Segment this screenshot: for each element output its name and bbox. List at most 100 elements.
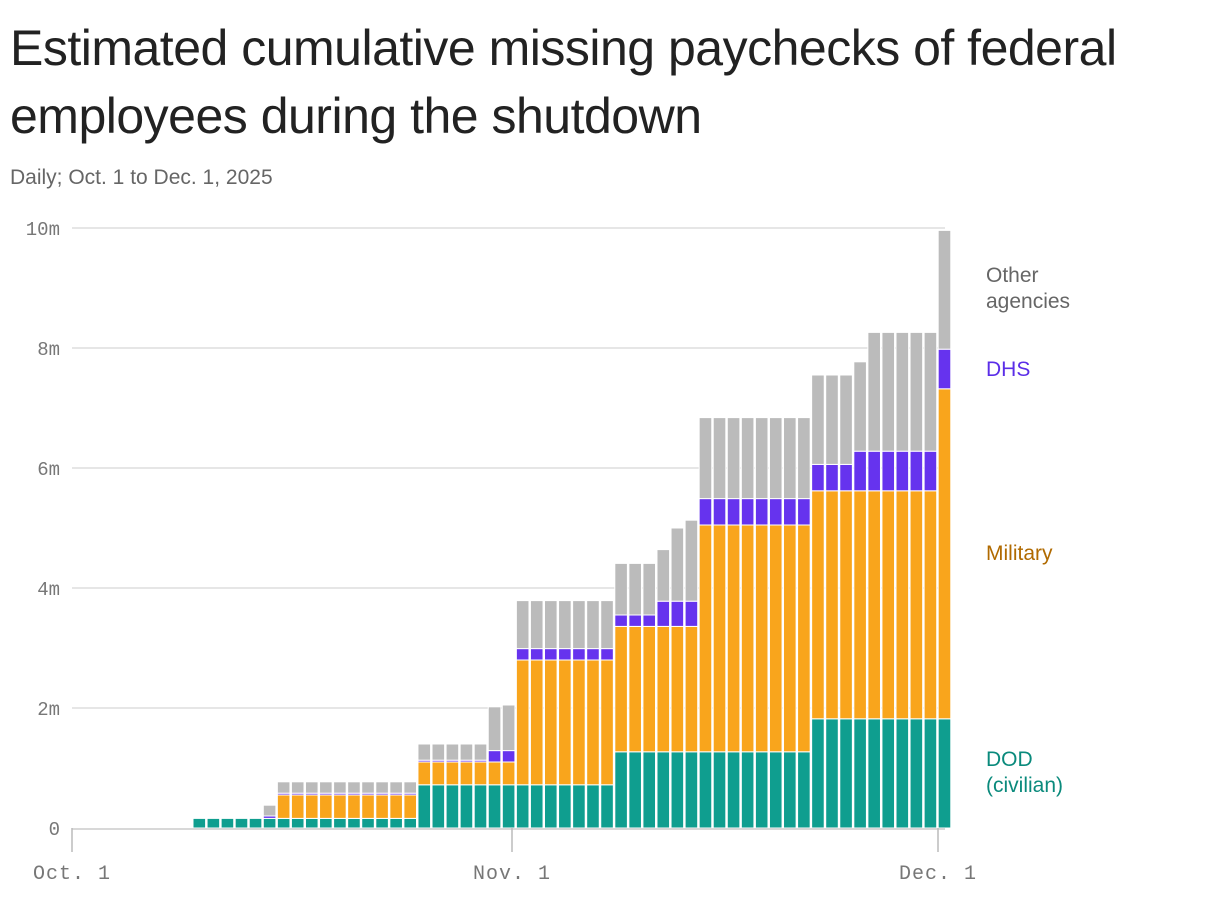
bar-segment-dhs — [867, 450, 881, 492]
bar-segment-military — [276, 794, 291, 819]
bar-segment-military — [853, 490, 867, 720]
label-dod-line1: DOD — [986, 748, 1033, 771]
bar-segment-military — [558, 659, 572, 786]
bar-segment-military — [740, 524, 755, 753]
bar-segment-dhs — [853, 450, 867, 492]
bar-segment-dod-civilian — [417, 784, 432, 829]
label-other-agencies-line2: agencies — [986, 290, 1070, 313]
bar-segment-dhs — [797, 498, 811, 526]
bar-segment-dhs — [515, 648, 530, 661]
bar-segment-other-agencies — [501, 704, 516, 752]
bar-segment-other-agencies — [656, 549, 671, 602]
bar-segment-other-agencies — [628, 562, 642, 616]
bar-segment-dod-civilian — [276, 817, 291, 829]
bar-segment-other-agencies — [670, 527, 685, 602]
bar-segment-other-agencies — [333, 781, 347, 794]
bar-segment-other-agencies — [417, 743, 432, 761]
bar-segment-military — [361, 794, 375, 819]
bar-segment-dhs — [712, 498, 727, 526]
y-tick-label: 0 — [49, 819, 60, 841]
bar-segment-dhs — [698, 498, 713, 526]
bar-segment-dod-civilian — [937, 718, 952, 829]
bar-segment-dhs — [768, 498, 783, 526]
bar-segment-dod-civilian — [698, 751, 713, 829]
bar-segment-dod-civilian — [290, 817, 305, 829]
bar-segment-dhs — [811, 463, 825, 492]
bar-segment-other-agencies — [586, 600, 600, 650]
bar-segment-other-agencies — [473, 743, 488, 761]
bar-segment-other-agencies — [529, 600, 544, 650]
bar-segment-other-agencies — [361, 781, 375, 794]
bar-segment-military — [656, 625, 671, 753]
bar-segment-other-agencies — [276, 781, 291, 794]
bar-segment-dod-civilian — [923, 718, 938, 829]
bar-segment-dod-civilian — [375, 817, 389, 829]
bar-segment-dod-civilian — [600, 784, 614, 829]
bar-segment-military — [515, 659, 530, 786]
bar-segment-military — [712, 524, 727, 753]
y-axis-ticks: 0 2m 4m 6m 8m 10m — [26, 219, 60, 841]
bar-segment-military — [347, 794, 361, 819]
bar-segment-dod-civilian — [234, 817, 249, 829]
bar-segment-dod-civilian — [445, 784, 460, 829]
bar-segment-dhs — [754, 498, 769, 526]
bar-segment-dhs — [909, 450, 924, 492]
bar-segment-dhs — [572, 648, 586, 661]
series-labels: Other agencies DHS Military DOD (civilia… — [986, 264, 1070, 797]
bar-segment-military — [797, 524, 811, 753]
bar-segment-other-agencies — [600, 600, 614, 650]
chart-subtitle: Daily; Oct. 1 to Dec. 1, 2025 — [10, 166, 273, 189]
bar-segment-military — [445, 761, 460, 786]
bar-segment-other-agencies — [726, 417, 741, 500]
x-tick-label: Dec. 1 — [899, 863, 977, 886]
bar-segment-dhs — [783, 498, 797, 526]
x-tick-label: Nov. 1 — [473, 863, 551, 886]
bar-segment-other-agencies — [895, 331, 910, 452]
bar-segment-military — [909, 490, 924, 720]
bar-segment-dhs — [684, 600, 699, 627]
bar-segment-dhs — [529, 648, 544, 661]
bar-segment-military — [333, 794, 347, 819]
bar-segment-dod-civilian — [487, 784, 502, 829]
chart-title: Estimated cumulative missing paychecks o… — [10, 20, 1117, 144]
bar-segment-dod-civilian — [192, 817, 207, 829]
bar-segment-dhs — [600, 648, 614, 661]
bar-segment-dhs — [544, 648, 558, 661]
bar-segment-dhs — [628, 614, 642, 627]
bar-segment-other-agencies — [487, 706, 502, 752]
bar-segment-other-agencies — [558, 600, 572, 650]
bar-segment-other-agencies — [797, 417, 811, 500]
bar-segment-dod-civilian — [740, 751, 755, 829]
bar-segment-dod-civilian — [797, 751, 811, 829]
bar-segment-dod-civilian — [867, 718, 881, 829]
bar-segment-other-agencies — [445, 743, 460, 761]
bar-segment-military — [628, 625, 642, 753]
bar-segment-other-agencies — [642, 562, 657, 616]
bar-segment-military — [867, 490, 881, 720]
bar-segment-dod-civilian — [431, 784, 446, 829]
bar-segment-military — [304, 794, 319, 819]
bar-segment-dod-civilian — [389, 817, 403, 829]
bar-segment-military — [783, 524, 797, 753]
bar-segment-other-agencies — [783, 417, 797, 500]
bar-segment-other-agencies — [262, 804, 277, 817]
y-tick-label: 2m — [37, 699, 60, 721]
bar-segment-other-agencies — [881, 331, 896, 452]
bar-segment-dod-civilian — [783, 751, 797, 829]
bar-segment-other-agencies — [290, 781, 305, 794]
label-dhs: DHS — [986, 358, 1030, 381]
bar-segment-other-agencies — [403, 781, 417, 794]
bar-segment-other-agencies — [853, 361, 867, 452]
bar-segment-other-agencies — [459, 743, 474, 761]
bar-segment-other-agencies — [389, 781, 403, 794]
bar-segment-other-agencies — [684, 519, 699, 602]
bar-segment-dod-civilian — [558, 784, 572, 829]
bar-segment-military — [825, 490, 839, 720]
bar-segment-dod-civilian — [614, 751, 628, 829]
bar-segment-military — [375, 794, 389, 819]
bar-segment-other-agencies — [698, 417, 713, 500]
bar-segment-dod-civilian — [628, 751, 642, 829]
bar-segment-dod-civilian — [347, 817, 361, 829]
bar-segment-military — [923, 490, 938, 720]
bar-segment-dod-civilian — [726, 751, 741, 829]
